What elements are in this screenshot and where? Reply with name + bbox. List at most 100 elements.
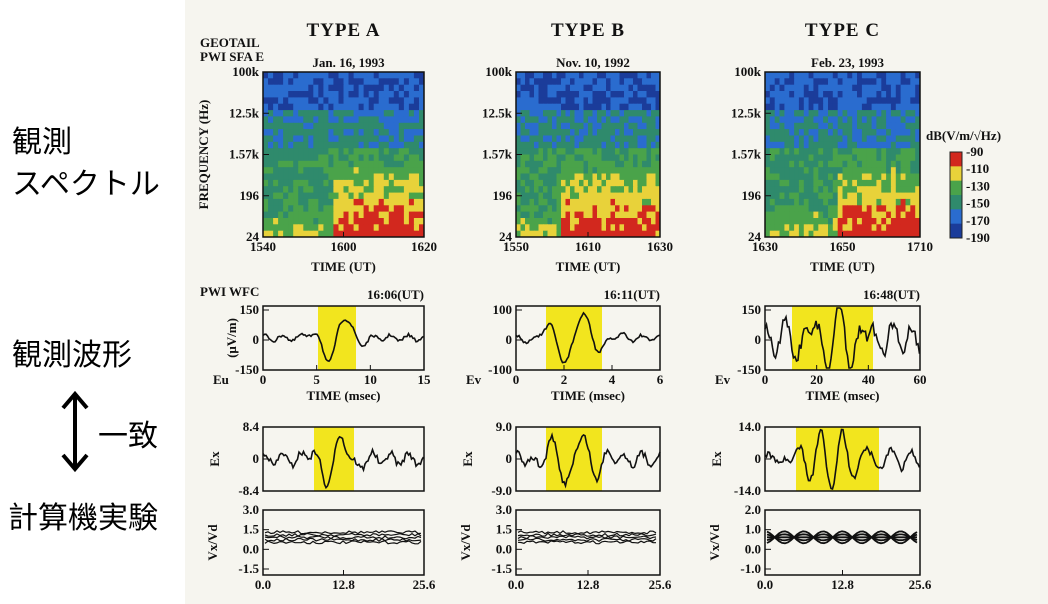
spectrogram-cell: [789, 135, 795, 143]
spectrogram-cell: [642, 211, 647, 219]
spectrogram-cell: [525, 205, 530, 213]
spectrogram-cell: [828, 218, 834, 225]
spectrogram-cell: [348, 103, 354, 111]
spectrogram-cell: [358, 218, 365, 225]
spectrogram-cell: [876, 154, 882, 162]
spectrogram-cell: [828, 167, 834, 174]
spectrogram-cell: [333, 103, 339, 111]
spectrogram-cell: [268, 154, 274, 162]
spectrogram-cell: [313, 154, 319, 162]
spectrogram-cell: [765, 116, 771, 124]
spectrogram-cell: [343, 110, 349, 117]
spectrogram-cell: [383, 198, 390, 206]
spectrogram-cell: [561, 230, 566, 238]
spectrogram-cell: [910, 211, 916, 219]
spectrogram-cell: [861, 218, 868, 225]
spectrogram-cell: [857, 192, 863, 200]
spectrogram-cell: [628, 186, 634, 193]
spectrogram-cell: [619, 110, 625, 117]
spectrogram-cell: [642, 179, 647, 187]
spectrogram-cell: [832, 135, 839, 143]
spectrogram-cell: [293, 224, 299, 232]
spectrogram-cell: [343, 135, 349, 143]
spectrogram-cell: [890, 179, 897, 187]
spectrogram-cell: [813, 148, 819, 155]
spectrogram-cell: [358, 97, 365, 105]
spectrogram-cell: [832, 198, 839, 206]
spectrogram-cell: [597, 97, 602, 105]
spectrogram-cell: [765, 84, 771, 92]
spectrogram-cell: [597, 84, 602, 92]
spectrogram-cell: [419, 224, 425, 232]
spectrogram-cell: [789, 110, 795, 117]
spectrogram-cell: [861, 205, 868, 213]
spectrogram-cell: [556, 218, 562, 225]
spectrogram-cell: [615, 167, 620, 174]
spectrogram-cell: [413, 148, 420, 155]
spectrogram-cell: [520, 154, 526, 162]
spectrogram-cell: [915, 224, 921, 232]
spectrogram-cell: [886, 230, 892, 238]
spectrogram-cell: [895, 78, 902, 86]
spectrogram-cell: [268, 230, 274, 238]
spectrogram-cell: [583, 198, 589, 206]
spectrogram-cell: [323, 97, 329, 105]
spectrogram-cell: [601, 78, 607, 86]
spectrogram-cell: [871, 186, 877, 193]
spectrogram-cell: [579, 103, 584, 111]
spectrogram-cell: [408, 129, 415, 136]
spectrogram-cell: [552, 160, 557, 168]
spectrogram-cell: [789, 167, 795, 174]
spectrogram-cell: [905, 91, 911, 98]
phase-trace: [517, 535, 657, 540]
spectrogram-cell: [871, 192, 877, 200]
phase-trace: [264, 537, 422, 542]
spectrogram-cell: [847, 192, 853, 200]
spectrogram-cell: [774, 122, 780, 130]
spectrogram-cell: [318, 148, 324, 155]
colorbar-segment: [950, 180, 962, 196]
spectrogram-cell: [837, 97, 843, 105]
spectrogram-cell: [651, 167, 656, 174]
spectrogram-cell: [646, 205, 652, 213]
spectrogram-cell: [383, 154, 390, 162]
spectrogram-cell: [398, 205, 405, 213]
spectrogram-cell: [847, 72, 853, 79]
spectrogram-cell: [803, 84, 810, 92]
spectrogram-cell: [534, 116, 539, 124]
spectrogram-cell: [583, 173, 589, 181]
spectrogram-cell: [615, 116, 620, 124]
spectrogram-cell: [263, 84, 269, 92]
spectrogram-cell: [610, 218, 616, 225]
spectrogram-cell: [408, 110, 415, 117]
spectrogram-cell: [343, 129, 349, 136]
spectrogram-cell: [823, 110, 829, 117]
spectrogram-cell: [881, 160, 887, 168]
spectrogram-cell: [794, 218, 800, 225]
spectrogram-cell: [263, 72, 269, 79]
spectrogram-cell: [624, 173, 629, 181]
spectrogram-cell: [847, 179, 853, 187]
spectrogram-cell: [263, 230, 269, 238]
spectrogram-cell: [570, 84, 575, 92]
spectrogram-cell: [579, 186, 584, 193]
spectrogram-cell: [866, 91, 872, 98]
spectrogram-cell: [373, 179, 380, 187]
spectrogram-cell: [353, 148, 360, 155]
spectrogram-cell: [832, 97, 839, 105]
spectrogram-cell: [583, 141, 589, 149]
spectrogram-cell: [646, 167, 652, 174]
x-axis-label: TIME (msec): [551, 388, 625, 403]
spectrogram-cell: [543, 211, 548, 219]
spectrogram-cell: [283, 91, 289, 98]
y-tick-label: 1.57k: [229, 147, 260, 162]
spectrogram-cell: [323, 179, 329, 187]
spectrogram-cell: [328, 192, 334, 200]
spectrogram-cell: [895, 211, 902, 219]
spectrogram-cell: [338, 173, 344, 181]
spectrogram-cell: [525, 78, 530, 86]
spectrogram-cell: [273, 78, 279, 86]
spectrogram-cell: [615, 84, 620, 92]
spectrogram-cell: [398, 154, 405, 162]
spectrogram-cell: [832, 78, 839, 86]
